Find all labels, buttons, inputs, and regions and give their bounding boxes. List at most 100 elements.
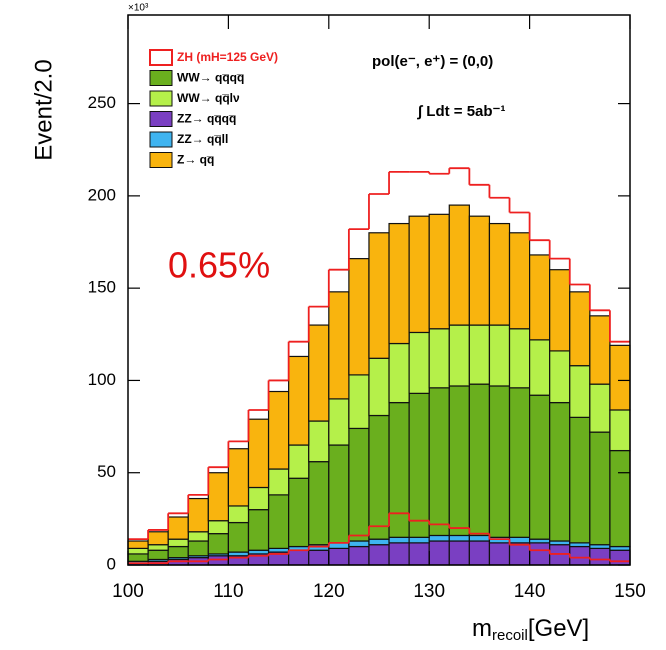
hist-bar [247, 509, 270, 551]
hist-bar [147, 549, 169, 561]
hist-bar [428, 213, 450, 330]
hist-bar [508, 232, 531, 330]
legend-label: ZZ→ qq̅qq̅ [177, 112, 236, 126]
hist-bar [549, 350, 571, 404]
hist-bar [508, 542, 531, 566]
hist-bar [589, 431, 611, 546]
x-tick-label: 130 [413, 581, 445, 602]
hist-bar [207, 533, 230, 555]
hist-bar [448, 534, 470, 542]
hist-bar [227, 505, 250, 524]
hist-bar [127, 540, 149, 549]
hist-bar [368, 538, 390, 546]
hist-bar [227, 521, 250, 553]
hist-bar [609, 449, 631, 548]
hist-bar [368, 544, 390, 566]
hist-bar [448, 204, 470, 326]
hist-bar [368, 232, 390, 359]
hist-bar [328, 291, 350, 400]
hist-bar [388, 536, 410, 544]
hist-bar [488, 542, 511, 566]
annotation: 0.65% [168, 245, 270, 286]
hist-bar [328, 444, 350, 544]
hist-bar [448, 385, 470, 537]
hist-bar [408, 331, 430, 394]
hist-bar [569, 291, 591, 367]
legend-swatch [149, 90, 173, 107]
hist-bar [408, 215, 430, 334]
hist-bar [247, 486, 270, 511]
y-tick-label: 0 [107, 554, 116, 573]
hist-bar [609, 549, 631, 566]
hist-bar [308, 461, 330, 546]
hist-bar [508, 536, 531, 544]
x-tick-label: 110 [213, 581, 243, 602]
hist-bar [147, 531, 169, 546]
legend-label: ZH (mH=125 GeV) [177, 50, 278, 64]
hist-bar [549, 269, 571, 352]
hist-bar [388, 342, 410, 404]
hist-bar [348, 545, 370, 566]
hist-bar [428, 540, 450, 566]
hist-bar [448, 324, 470, 387]
hist-bar [569, 416, 591, 544]
hist-bar [428, 328, 450, 389]
hist-bar [167, 516, 189, 540]
hist-bar [609, 344, 631, 411]
hist-bar [348, 540, 370, 548]
hist-bar [428, 387, 450, 537]
y-tick-label: 50 [97, 462, 116, 481]
legend-swatch [149, 49, 173, 66]
hist-bar [227, 448, 250, 507]
hist-bar [167, 545, 189, 559]
x-axis-label: mrecoil[GeV] [472, 615, 589, 644]
hist-bar [187, 497, 209, 533]
hist-bar [328, 398, 350, 446]
hist-bar [549, 544, 571, 566]
hist-bar [288, 549, 310, 566]
hist-bar [368, 357, 390, 417]
hist-bar [207, 555, 230, 566]
hist-bar [127, 547, 149, 555]
legend-label: WW→ qq̅lν [177, 91, 240, 105]
hist-bar [288, 477, 310, 548]
y-tick-label: 150 [88, 278, 116, 297]
hist-bar [288, 355, 310, 446]
hist-bar [308, 549, 330, 566]
x-label-main: m [472, 615, 492, 642]
hist-bar [589, 315, 611, 385]
y-multiplier: ×10³ [128, 3, 149, 14]
legend-label: Z→ qq̅ [177, 153, 214, 167]
annotation: pol(e⁻, e⁺) = (0,0) [372, 53, 493, 70]
hist-bar [468, 215, 491, 326]
hist-bar [267, 468, 290, 496]
hist-bar [468, 324, 491, 385]
hist-bar [528, 542, 551, 566]
hist-bar [167, 538, 189, 548]
legend-swatch [149, 70, 173, 86]
hist-bar [589, 547, 611, 566]
hist-bar [408, 536, 430, 544]
x-tick-label: 120 [313, 581, 345, 602]
plot-frame [127, 14, 631, 566]
hist-bar [308, 544, 330, 551]
hist-bar [508, 328, 531, 389]
x-tick-label: 140 [514, 581, 546, 602]
hist-bar [187, 531, 209, 542]
y-tick-label: 250 [88, 93, 116, 112]
hist-bar [187, 540, 209, 557]
y-tick-label: 200 [88, 185, 116, 204]
hist-bar [167, 558, 189, 566]
hist-bar [288, 444, 310, 479]
annotation: ∫ Ldt = 5ab⁻¹ [417, 103, 505, 120]
x-tick-label: 100 [112, 581, 144, 602]
hist-bar [569, 545, 591, 566]
y-axis-label: Event/2.0 [30, 59, 57, 160]
legend-swatch [149, 152, 173, 168]
legend-swatch [149, 111, 173, 127]
hist-bar [589, 383, 611, 433]
hist-bar [468, 540, 491, 566]
y-tick-label: 100 [88, 370, 116, 389]
